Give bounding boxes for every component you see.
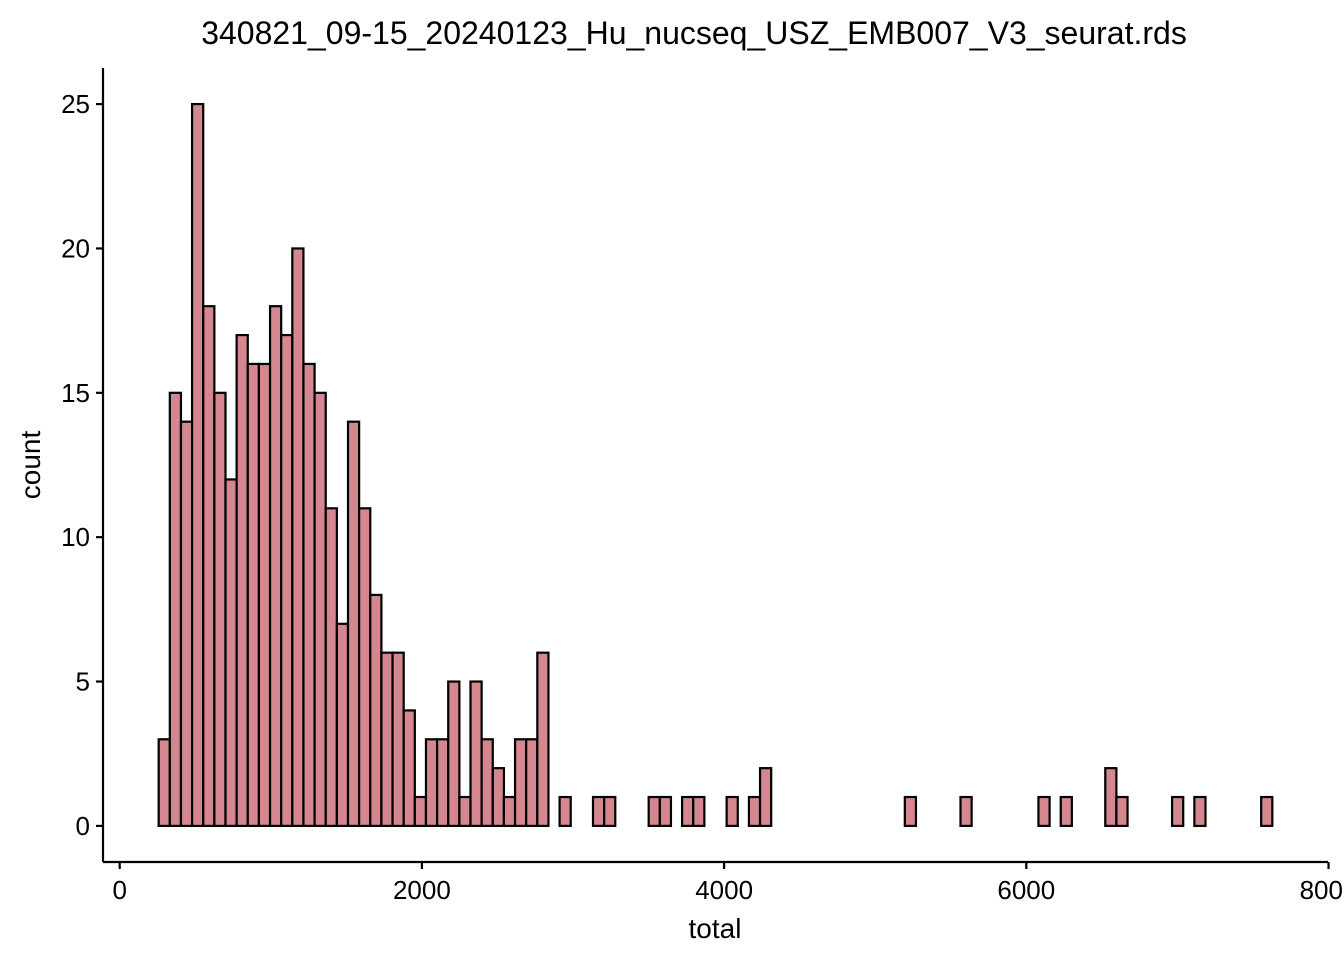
bar: [680, 795, 695, 828]
bar: [1193, 795, 1207, 828]
bar: [1170, 795, 1185, 828]
bar: [959, 795, 973, 828]
x-axis-label: total: [689, 913, 742, 944]
bar: [1260, 795, 1274, 828]
bar: [747, 795, 762, 828]
bar: [268, 305, 283, 828]
bar: [491, 767, 506, 828]
bar: [903, 795, 918, 828]
bar: [458, 795, 472, 828]
bar: [280, 333, 294, 828]
x-tick-label: 8000: [1300, 875, 1344, 905]
y-tick-label: 15: [61, 378, 90, 408]
bar: [246, 362, 261, 828]
bar: [536, 651, 550, 828]
bar: [324, 507, 338, 828]
bar: [413, 795, 428, 828]
bar: [213, 391, 227, 828]
bar: [1104, 767, 1118, 828]
bar: [302, 362, 316, 828]
bar: [1115, 795, 1129, 828]
x-tick-label: 0: [112, 875, 126, 905]
bar: [235, 333, 249, 828]
y-tick-label: 10: [61, 522, 90, 552]
bar: [725, 795, 739, 828]
bar: [424, 738, 439, 828]
bar: [558, 795, 572, 828]
y-tick-label: 0: [76, 811, 90, 841]
bar: [168, 391, 183, 828]
y-tick-label: 5: [76, 667, 90, 697]
bar: [1037, 795, 1051, 828]
x-tick-label: 4000: [695, 875, 753, 905]
bar: [402, 709, 416, 828]
bar: [380, 651, 394, 828]
bar: [358, 507, 372, 828]
bar: [469, 680, 483, 828]
bar: [335, 622, 350, 828]
bar: [157, 738, 171, 828]
bar: [224, 478, 238, 828]
bar: [447, 680, 461, 828]
bar: [202, 305, 216, 828]
bar: [291, 247, 305, 828]
bar: [525, 738, 539, 828]
chart-title: 340821_09-15_20240123_Hu_nucseq_USZ_EMB0…: [201, 15, 1187, 51]
bar: [179, 420, 194, 828]
bar: [435, 738, 450, 828]
bar: [658, 795, 673, 828]
bar: [257, 362, 272, 828]
bar: [603, 795, 617, 828]
bar: [190, 102, 205, 828]
bar: [647, 795, 661, 828]
bar: [391, 651, 405, 828]
bar: [480, 738, 494, 828]
x-tick-label: 6000: [997, 875, 1055, 905]
bar: [513, 738, 528, 828]
bar: [1059, 795, 1073, 828]
y-axis-label: count: [15, 431, 46, 500]
bar: [502, 795, 517, 828]
bar: [369, 593, 383, 828]
bar: [346, 420, 361, 828]
bar: [692, 795, 706, 828]
x-tick-label: 2000: [393, 875, 451, 905]
y-tick-label: 20: [61, 233, 90, 263]
bar: [591, 795, 606, 828]
y-tick-label: 25: [61, 89, 90, 119]
bar: [313, 391, 327, 828]
bar: [758, 767, 773, 828]
